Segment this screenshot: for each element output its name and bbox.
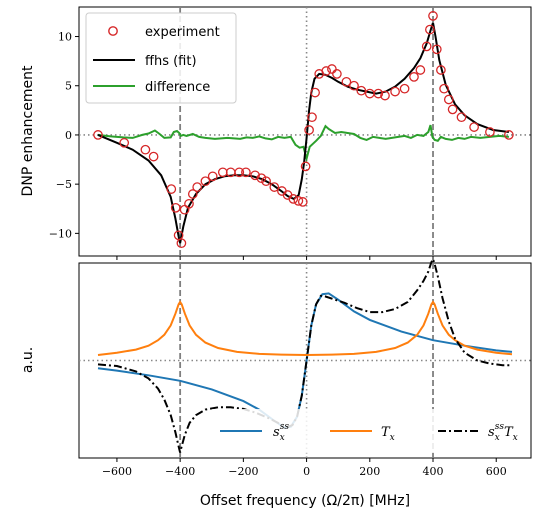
- experiment-point-41: [390, 86, 400, 97]
- experiment-point-3: [148, 151, 159, 162]
- experiment-point-48: [431, 44, 442, 55]
- top-axes-frame: [78, 6, 532, 257]
- legend-label-fit: ffhs (fit): [145, 54, 197, 69]
- legend-marker-experiment: [108, 26, 118, 36]
- top-series-layer: [93, 11, 514, 249]
- experiment-point-37: [356, 85, 367, 96]
- experiment-point-46: [425, 24, 435, 35]
- bottom-xtick-label-5: 400: [423, 465, 444, 478]
- experiment-point-14: [217, 167, 228, 178]
- bottom-xtick-label-2: −200: [228, 465, 258, 478]
- legend-label-sxss: sxss: [273, 422, 289, 443]
- x-axis-label: Offset frequency (Ω/2π) [MHz]: [200, 493, 410, 509]
- experiment-point-27: [300, 161, 311, 172]
- top-ytick-label-4: 10: [58, 31, 72, 44]
- bottom-panel: −600 −400 −200 0 200 400 600 a.u. Offset frequ…: [20, 256, 532, 509]
- experiment-point-32: [321, 66, 332, 76]
- top-ytick-label-2: 0: [65, 129, 72, 142]
- bottom-xtick-label-3: 0: [303, 465, 310, 478]
- experiment-point-13: [207, 171, 218, 182]
- top-x-ticks: [116, 256, 497, 260]
- bottom-xtick-label-0: −600: [102, 465, 132, 478]
- experiment-point-2: [140, 144, 151, 155]
- series-difference: [97, 124, 510, 163]
- top-y-ticks: −10 −5 0 5 10: [49, 31, 79, 240]
- legend-label-tx: Tx: [381, 425, 395, 443]
- series-tx: [97, 300, 513, 357]
- top-ytick-label-3: 5: [65, 80, 72, 93]
- experiment-point-9: [184, 198, 194, 209]
- experiment-point-1: [119, 137, 130, 148]
- experiment-point-42: [399, 83, 410, 94]
- experiment-point-55: [485, 127, 495, 137]
- experiment-point-21: [269, 182, 280, 192]
- top-y-axis-label: DNP enhancement: [20, 65, 36, 196]
- experiment-point-7: [176, 238, 187, 249]
- series-sxss-tx: [97, 256, 512, 453]
- experiment-point-26: [297, 197, 308, 207]
- legend-label-sxsstx: sxssTx: [488, 422, 518, 443]
- experiment-point-19: [256, 173, 267, 184]
- experiment-point-49: [436, 65, 446, 75]
- bottom-legend: sxss Tx sxssTx: [210, 409, 528, 453]
- top-ytick-label-1: −5: [56, 178, 72, 191]
- experiment-point-50: [439, 83, 449, 94]
- experiment-point-35: [341, 76, 352, 87]
- experiment-point-45: [421, 41, 432, 52]
- experiment-point-5: [170, 202, 181, 213]
- experiment-point-47: [428, 11, 438, 21]
- bottom-xtick-label-4: 200: [359, 465, 380, 478]
- legend-label-difference: difference: [145, 80, 210, 95]
- experiment-point-44: [415, 65, 426, 75]
- experiment-point-30: [310, 87, 320, 98]
- experiment-point-10: [187, 189, 198, 199]
- top-panel: −10 −5 0 5 10 DNP enhancement experiment ffh…: [20, 6, 532, 260]
- experiment-point-12: [200, 176, 211, 187]
- experiment-point-39: [373, 88, 384, 99]
- experiment-point-43: [409, 72, 419, 82]
- bottom-series-layer: [97, 256, 513, 453]
- experiment-point-36: [349, 80, 359, 91]
- bottom-xtick-label-1: −400: [165, 465, 195, 478]
- experiment-point-40: [380, 90, 390, 101]
- experiment-point-24: [288, 194, 299, 204]
- experiment-point-34: [332, 69, 342, 79]
- experiment-point-4: [166, 184, 177, 194]
- series-ffhs-fit: [97, 22, 510, 244]
- top-legend-frame: [85, 12, 237, 104]
- experiment-point-54: [469, 122, 479, 132]
- experiment-point-0: [93, 130, 103, 140]
- experiment-point-53: [456, 112, 467, 123]
- experiment-point-25: [293, 196, 304, 206]
- experiment-point-56: [504, 130, 514, 140]
- legend-label-experiment: experiment: [145, 25, 220, 40]
- experiment-point-28: [304, 125, 314, 135]
- experiment-point-11: [192, 182, 203, 192]
- experiment-point-16: [234, 167, 245, 178]
- experiment-point-33: [327, 64, 337, 74]
- top-ytick-label-0: −10: [49, 227, 72, 240]
- bottom-y-axis-label: a.u.: [20, 347, 36, 373]
- top-legend: experiment ffhs (fit) difference: [85, 12, 237, 104]
- experiment-point-18: [250, 170, 260, 181]
- experiment-point-51: [443, 94, 454, 105]
- experiment-point-20: [261, 176, 271, 187]
- experiment-point-17: [241, 167, 251, 178]
- series-sxss: [97, 292, 513, 429]
- bottom-x-ticks: −600 −400 −200 0 200 400 600: [102, 458, 507, 478]
- bottom-xtick-label-6: 600: [486, 465, 507, 478]
- experiment-point-52: [447, 104, 458, 115]
- experiment-point-29: [307, 112, 317, 123]
